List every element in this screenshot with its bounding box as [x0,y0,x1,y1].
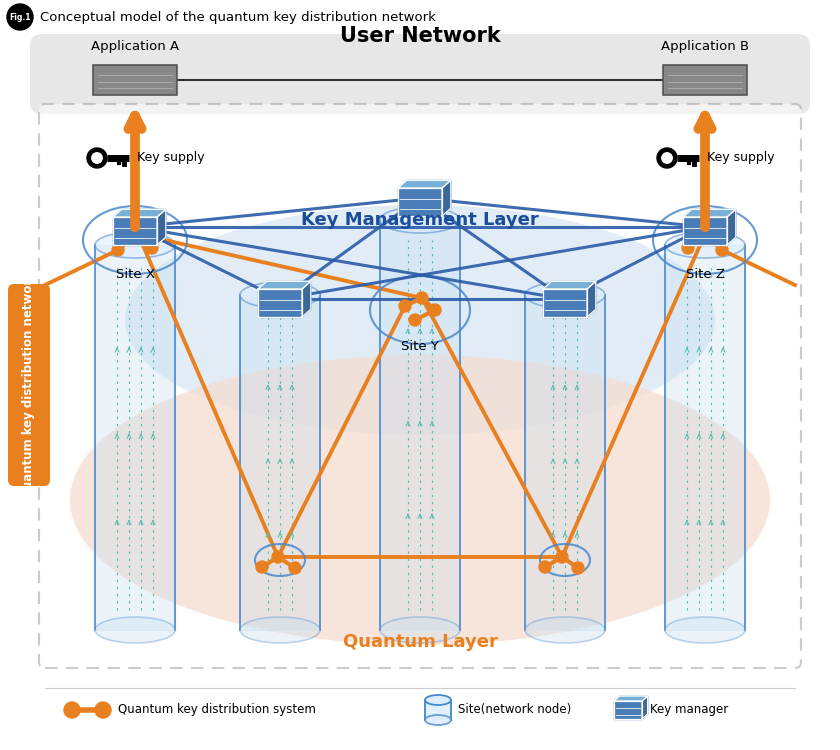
Circle shape [699,228,711,240]
Circle shape [132,228,144,240]
Polygon shape [665,245,745,630]
Circle shape [91,152,103,164]
Polygon shape [398,180,451,188]
Polygon shape [614,696,648,701]
Ellipse shape [380,207,460,233]
Ellipse shape [70,355,770,645]
Circle shape [657,148,677,168]
Circle shape [429,304,441,316]
Polygon shape [543,289,587,317]
Ellipse shape [95,232,175,258]
Text: Key supply: Key supply [137,152,205,164]
Ellipse shape [425,715,451,725]
Polygon shape [95,245,175,630]
FancyBboxPatch shape [663,65,747,95]
Polygon shape [683,217,727,245]
Polygon shape [113,217,157,245]
Polygon shape [258,281,311,289]
Circle shape [682,242,694,254]
Ellipse shape [665,232,745,258]
Ellipse shape [240,282,320,308]
Text: Quantum key distribution system: Quantum key distribution system [118,704,316,716]
FancyBboxPatch shape [8,284,50,486]
Circle shape [572,562,584,574]
Text: Site Y: Site Y [401,340,439,353]
FancyBboxPatch shape [93,65,177,95]
Ellipse shape [95,617,175,643]
Text: Site X: Site X [116,268,155,281]
Ellipse shape [240,617,320,643]
Text: Quantum key distribution network: Quantum key distribution network [23,271,35,499]
Circle shape [272,551,284,563]
Ellipse shape [665,617,745,643]
Polygon shape [302,281,311,317]
Text: Key supply: Key supply [707,152,774,164]
Circle shape [409,314,421,326]
Circle shape [399,300,411,312]
Circle shape [112,244,124,256]
Polygon shape [727,209,736,245]
Text: Application B: Application B [661,40,749,53]
Ellipse shape [125,205,715,435]
Polygon shape [258,289,302,317]
Polygon shape [442,180,451,216]
Circle shape [7,4,33,30]
Polygon shape [543,281,596,289]
Circle shape [64,702,80,718]
Polygon shape [614,701,642,719]
Circle shape [416,292,428,304]
Circle shape [539,561,551,573]
Circle shape [716,244,728,256]
Polygon shape [380,220,460,630]
Polygon shape [425,700,451,720]
Circle shape [660,152,674,164]
Ellipse shape [525,282,605,308]
Text: Quantum Layer: Quantum Layer [343,633,497,651]
Text: Application A: Application A [91,40,179,53]
Text: Site(network node): Site(network node) [458,704,571,716]
Circle shape [256,561,268,573]
Circle shape [146,242,158,254]
Polygon shape [113,209,165,217]
Circle shape [87,148,107,168]
Circle shape [95,702,111,718]
Ellipse shape [380,617,460,643]
Text: Fig.1: Fig.1 [9,13,31,22]
FancyBboxPatch shape [39,104,801,668]
Polygon shape [683,209,736,217]
Polygon shape [587,281,596,317]
Text: Site Z: Site Z [685,268,724,281]
Circle shape [556,551,568,563]
Polygon shape [157,209,165,245]
Text: Key manager: Key manager [650,704,728,716]
Circle shape [289,562,301,574]
FancyBboxPatch shape [30,34,810,114]
Polygon shape [398,188,442,216]
Polygon shape [240,295,320,630]
Polygon shape [525,295,605,630]
Polygon shape [642,696,648,719]
Text: Key Management Layer: Key Management Layer [301,211,539,229]
Ellipse shape [525,617,605,643]
Text: User Network: User Network [339,26,501,46]
Text: Conceptual model of the quantum key distribution network: Conceptual model of the quantum key dist… [40,10,436,23]
Ellipse shape [425,695,451,705]
